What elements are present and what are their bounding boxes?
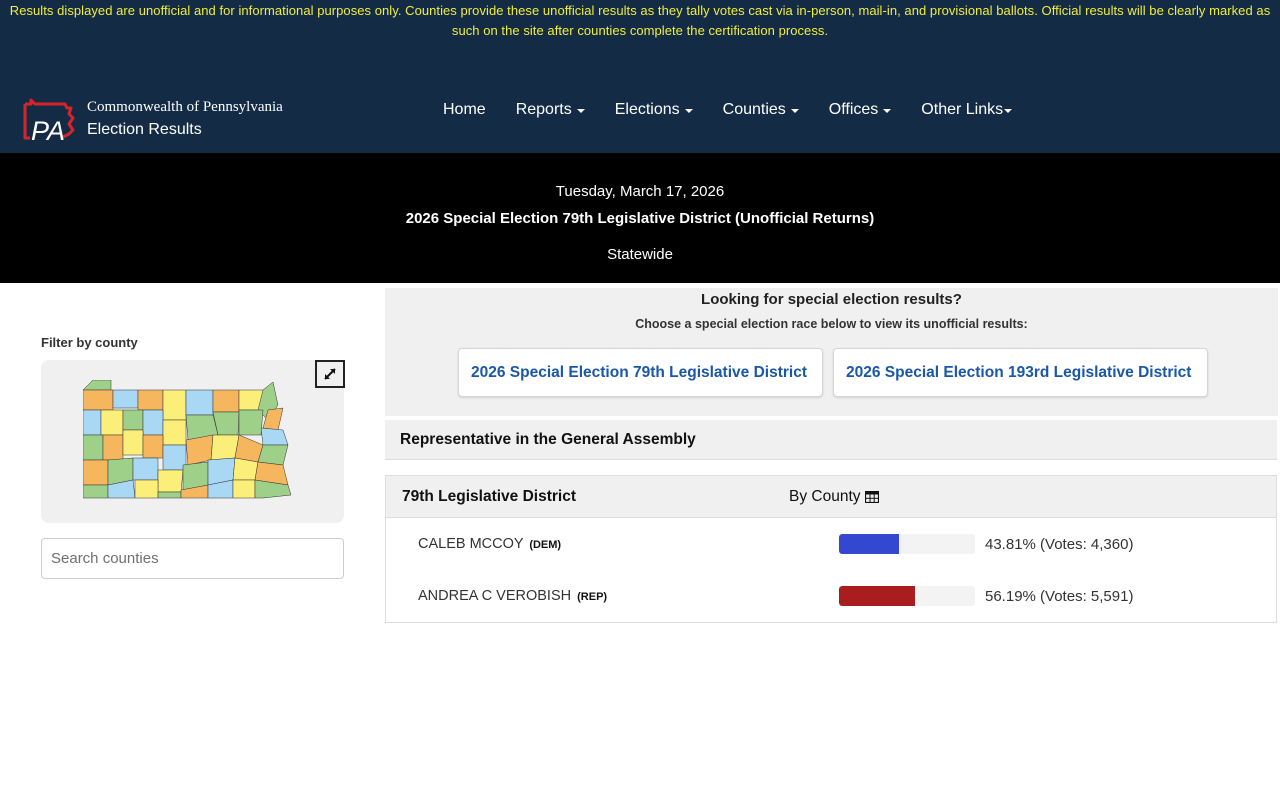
nav-offices[interactable]: Offices bbox=[829, 99, 892, 121]
special-election-question: Looking for special election results? bbox=[701, 291, 962, 308]
pennsylvania-county-map[interactable] bbox=[83, 380, 293, 505]
candidate-result: 56.19% (Votes: 5,591) bbox=[985, 587, 1134, 605]
search-counties-input[interactable] bbox=[41, 538, 344, 579]
nav-reports[interactable]: Reports bbox=[516, 99, 585, 121]
by-county-label: By County bbox=[789, 487, 861, 505]
election-title: 2026 Special Election 79th Legislative D… bbox=[405, 210, 875, 227]
expand-arrows-icon bbox=[324, 368, 336, 380]
caret-down-icon bbox=[1004, 109, 1013, 113]
svg-text:PA: PA bbox=[31, 116, 65, 144]
candidate-result: 43.81% (Votes: 4,360) bbox=[985, 535, 1134, 553]
vote-share-bar-fill bbox=[839, 586, 916, 606]
nav-elections-label: Elections bbox=[614, 101, 680, 118]
brand-election-results: Election Results bbox=[87, 121, 202, 138]
candidate-name-text: ANDREA C VEROBISH bbox=[418, 588, 572, 604]
nav-counties-label: Counties bbox=[722, 101, 786, 118]
caret-down-icon bbox=[790, 109, 799, 113]
district-header: 79th Legislative District By County bbox=[386, 476, 1276, 518]
special-election-picker: Looking for special election results? Ch… bbox=[385, 288, 1278, 416]
site-header: Results displayed are unofficial and for… bbox=[0, 0, 1280, 153]
brand[interactable]: PA Commonwealth of Pennsylvania Election… bbox=[21, 96, 283, 144]
district-results-panel: 79th Legislative District By County CALE… bbox=[385, 475, 1277, 623]
page-content: Filter by county bbox=[0, 283, 1280, 800]
county-map-card bbox=[41, 360, 345, 523]
nav-elections[interactable]: Elections bbox=[615, 99, 693, 121]
county-filter-sidebar: Filter by county bbox=[41, 335, 345, 579]
caret-down-icon bbox=[883, 109, 892, 113]
table-grid-icon bbox=[864, 490, 879, 503]
candidate-row: CALEB MCCOY (DEM) 43.81% (Votes: 4,360) bbox=[386, 518, 1276, 570]
nav-reports-label: Reports bbox=[515, 101, 572, 118]
election-banner: Tuesday, March 17, 2026 2026 Special Ele… bbox=[0, 153, 1280, 283]
nav-other-links-label: Other Links bbox=[921, 101, 1004, 118]
nav-home-label: Home bbox=[443, 101, 486, 118]
caret-down-icon bbox=[684, 109, 693, 113]
by-county-link[interactable]: By County bbox=[789, 488, 879, 506]
race-button-79th-district[interactable]: 2026 Special Election 79th Legislative D… bbox=[458, 348, 823, 397]
filter-by-county-label: Filter by county bbox=[41, 335, 138, 350]
vote-share-bar bbox=[839, 586, 975, 606]
vote-share-bar bbox=[839, 534, 975, 554]
special-election-subtitle: Choose a special election race below to … bbox=[635, 317, 1028, 331]
pa-logo-icon: PA bbox=[23, 98, 75, 144]
candidate-name: ANDREA C VEROBISH (REP) bbox=[418, 588, 607, 604]
candidate-name-text: CALEB MCCOY bbox=[418, 536, 524, 552]
nav-other-links[interactable]: Other Links bbox=[921, 99, 1013, 121]
caret-down-icon bbox=[576, 109, 585, 113]
main-nav: Home Reports Elections Counties Offices … bbox=[443, 99, 1042, 121]
candidate-row: ANDREA C VEROBISH (REP) 56.19% (Votes: 5… bbox=[386, 570, 1276, 622]
election-date: Tuesday, March 17, 2026 bbox=[555, 183, 725, 200]
party-label: (REP) bbox=[577, 591, 608, 603]
results-main: Looking for special election results? Ch… bbox=[385, 288, 1278, 623]
vote-share-bar-fill bbox=[839, 534, 899, 554]
brand-commonwealth: Commonwealth of Pennsylvania bbox=[87, 99, 283, 115]
race-button-193rd-district[interactable]: 2026 Special Election 193rd Legislative … bbox=[833, 348, 1208, 397]
unofficial-results-disclaimer: Results displayed are unofficial and for… bbox=[9, 3, 1271, 38]
election-scope: Statewide bbox=[607, 246, 673, 263]
nav-offices-label: Offices bbox=[828, 101, 879, 118]
expand-map-button[interactable] bbox=[315, 360, 345, 388]
district-name: 79th Legislative District bbox=[402, 487, 577, 505]
nav-home[interactable]: Home bbox=[443, 99, 486, 121]
nav-counties[interactable]: Counties bbox=[723, 99, 799, 121]
party-label: (DEM) bbox=[529, 539, 562, 551]
candidate-name: CALEB MCCOY (DEM) bbox=[418, 536, 561, 552]
office-title: Representative in the General Assembly bbox=[385, 420, 1277, 460]
